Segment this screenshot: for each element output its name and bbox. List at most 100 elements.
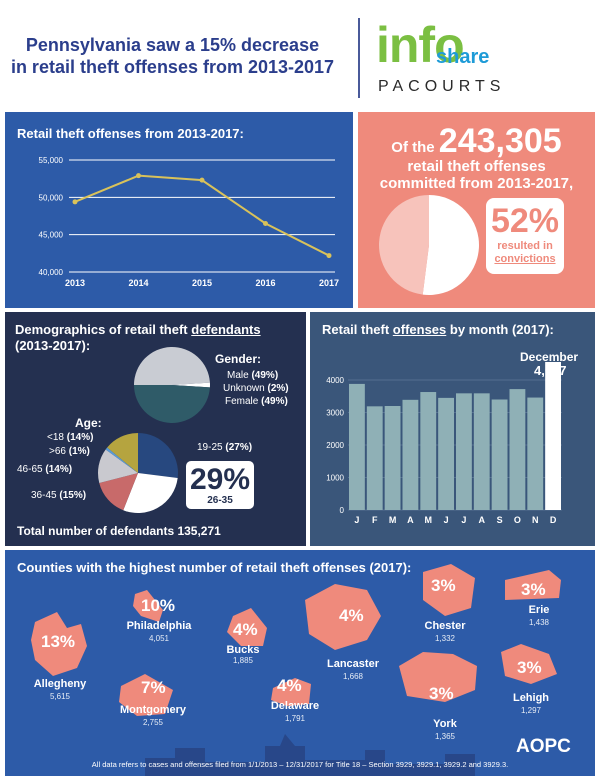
bar-x-tick-label: N (532, 515, 539, 525)
bar-4 (420, 392, 437, 510)
county-title: Counties with the highest number of reta… (17, 560, 412, 575)
gender-label-male: Male (49%) (227, 370, 279, 381)
total-number: 243,305 (438, 122, 562, 160)
age-title: Age: (75, 416, 102, 430)
bar-x-tick-label: O (514, 515, 521, 525)
monthly-title: Retail theft offenses by month (2017): (322, 322, 554, 337)
headline: Pennsylvania saw a 15% decrease in retai… (0, 34, 345, 78)
line-point (72, 199, 78, 205)
bar-10 (527, 397, 544, 510)
line-point (326, 253, 332, 259)
total-prefix: Of the (391, 139, 435, 156)
bar-1 (366, 406, 383, 510)
conviction-slice-other (379, 195, 429, 295)
bucks-name: Bucks (226, 644, 260, 656)
montgomery-name: Montgomery (120, 704, 186, 716)
demographics-title-a: Demographics of retail theft (15, 322, 192, 337)
bar-7 (473, 393, 490, 510)
chester-name: Chester (424, 620, 466, 632)
county-shape-allegheny (31, 612, 87, 676)
county-panel: Counties with the highest number of reta… (5, 550, 595, 776)
erie-value: 1,438 (528, 618, 550, 627)
bar-x-tick-label: J (461, 515, 466, 525)
conviction-pct: 52% (490, 202, 560, 240)
conviction-label-2: convictions (494, 253, 556, 265)
conviction-pct-label: resulted in convictions (486, 240, 564, 266)
york-name: York (433, 718, 457, 730)
age-slice-18 (107, 433, 138, 473)
headline-line-2: in retail theft offenses from 2013-2017 (10, 57, 335, 77)
x-tick-label: 2013 (65, 278, 85, 288)
bucks-value: 1,885 (232, 656, 254, 665)
gender-slice-Female (134, 385, 210, 424)
x-tick-label: 2014 (128, 278, 148, 288)
age-highlight-box: 29% 26-35 (183, 458, 257, 512)
gender-slice-Unknown (172, 382, 210, 388)
lancaster-value: 1,668 (342, 672, 364, 681)
bar-y-tick-label: 1000 (326, 474, 344, 483)
conviction-pct-box: 52% resulted in convictions (486, 198, 564, 274)
age-slice-2635 (123, 473, 178, 513)
age-highlight-pct: 29% (189, 463, 251, 496)
bar-y-tick-label: 0 (340, 506, 345, 515)
x-tick-label: 2017 (319, 278, 339, 288)
montgomery-value: 2,755 (142, 718, 164, 727)
x-tick-label: 2016 (255, 278, 275, 288)
totals-panel: Of the 243,305 retail theft offenses com… (358, 112, 595, 308)
demographics-title-b: defendants (191, 322, 261, 337)
bar-9 (509, 389, 526, 510)
age-label-gt66: >66 (1%) (49, 446, 90, 457)
county-shape-montgomery (119, 674, 173, 716)
bar-y-tick-label: 2000 (326, 441, 344, 450)
line-point (263, 220, 268, 226)
conviction-slice-convictions (422, 195, 479, 295)
lancaster-name: Lancaster (327, 658, 379, 670)
bar-x-tick-label: A (407, 515, 414, 525)
gender-label-unknown: Unknown (2%) (223, 383, 289, 394)
lehigh-name: Lehigh (512, 692, 550, 704)
demographics-panel: Demographics of retail theft defendants … (5, 312, 306, 546)
bar-x-tick-label: M (389, 515, 397, 525)
lehigh-pct: 3% (517, 658, 542, 677)
age-slice-66 (105, 447, 138, 473)
erie-pct: 3% (521, 580, 546, 599)
county-shape-erie (505, 570, 561, 600)
total-line-1: Of the 243,305 (358, 122, 595, 161)
delaware-pct: 4% (277, 676, 302, 695)
headline-line-1: Pennsylvania saw a 15% decrease (25, 35, 320, 55)
header: Pennsylvania saw a 15% decrease in retai… (0, 0, 600, 112)
york-value: 1,365 (434, 732, 456, 741)
age-label-46-65: 46-65 (14%) (17, 464, 73, 475)
line-chart-panel: Retail theft offenses from 2013-2017: 40… (5, 112, 353, 308)
erie-name: Erie (528, 604, 550, 616)
demographics-title-c: (2013-2017): (15, 338, 91, 353)
convictions-pie (379, 195, 479, 295)
bar-5 (438, 397, 454, 510)
line-point (136, 173, 141, 179)
gender-label-female: Female (49%) (225, 396, 288, 407)
bar-x-tick-label: J (354, 515, 359, 525)
line-chart-title: Retail theft offenses from 2013-2017: (17, 126, 244, 141)
demographics-title: Demographics of retail theft defendants … (15, 322, 261, 354)
bar-6 (456, 393, 472, 510)
logo-info-text: info (376, 17, 465, 73)
bar-x-tick-label: A (479, 515, 486, 525)
bar-3 (402, 399, 419, 510)
header-divider (358, 18, 360, 98)
bar-0 (349, 383, 365, 510)
delaware-value: 1,791 (284, 714, 306, 723)
county-shape-bucks (227, 608, 267, 646)
logo-share-text: share (436, 46, 490, 68)
line-series (74, 174, 330, 257)
allegheny-pct: 13% (41, 632, 76, 651)
skyline-silhouette (145, 734, 475, 776)
infoshare-logo: info share PACOURTS (372, 17, 582, 102)
lancaster-pct: 4% (339, 606, 364, 625)
age-slice-3645 (99, 473, 138, 511)
allegheny-name: Allegheny (33, 678, 87, 690)
bar-11 (545, 362, 561, 510)
bar-x-tick-label: J (444, 515, 449, 525)
aopc-logo: AOPC (516, 736, 571, 757)
chester-pct: 3% (431, 576, 456, 595)
total-defendants: Total number of defendants 135,271 (17, 524, 221, 538)
